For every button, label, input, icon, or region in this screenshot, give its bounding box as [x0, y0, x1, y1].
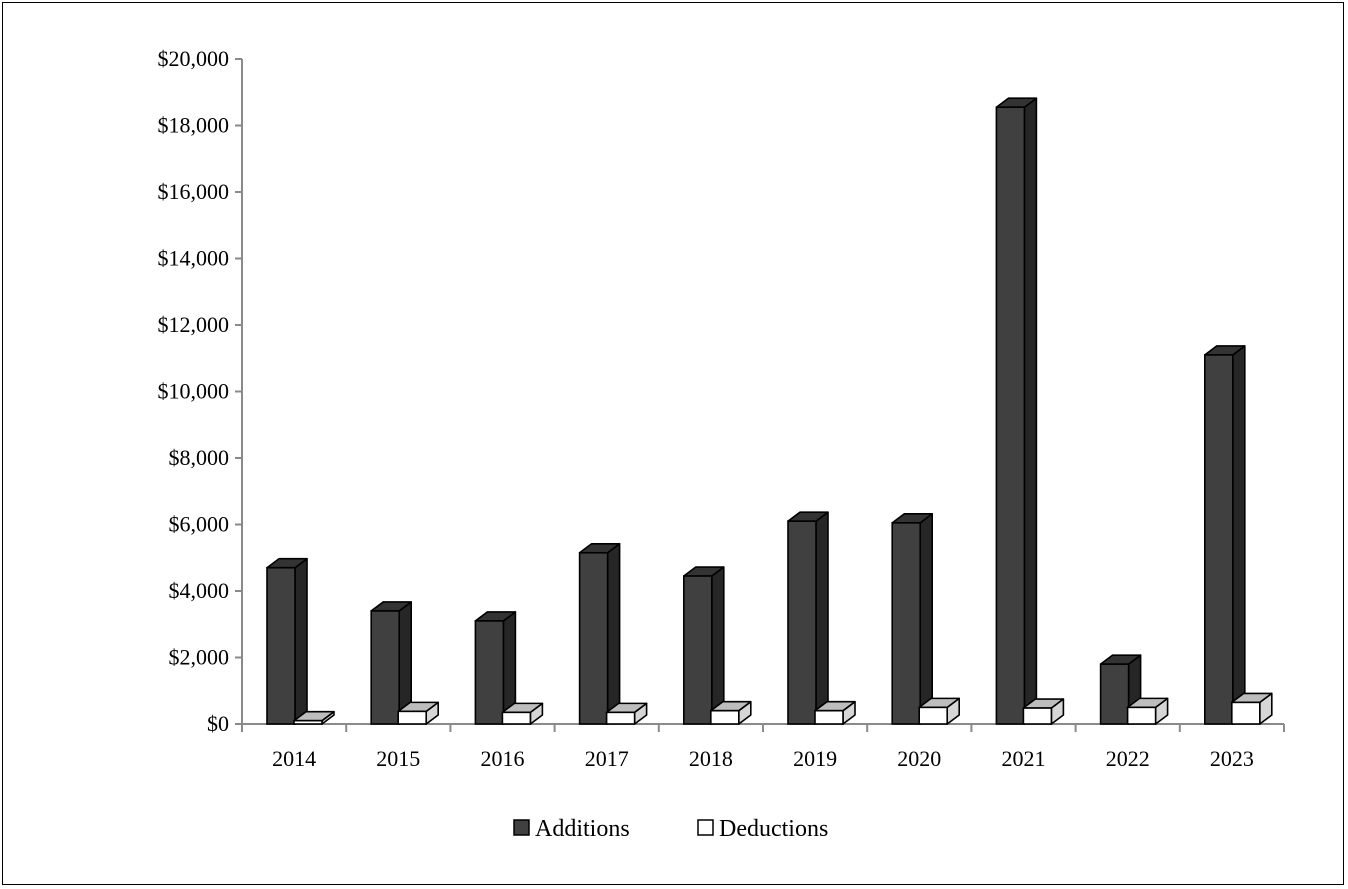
- bar-front: [814, 709, 844, 725]
- bar-front: [1022, 707, 1053, 725]
- x-tick-label: 2022: [1106, 746, 1150, 771]
- chart-axes: $0 $2,000 $4,000 $6,000 $8,000 $10,000 $12,000…: [158, 46, 1285, 771]
- x-tick-label: 2019: [793, 746, 837, 771]
- bar-front: [1231, 701, 1261, 725]
- bar-deductions-2021: [1022, 698, 1065, 725]
- bar-additions-2019: [787, 511, 829, 725]
- y-tick-label: $20,000: [158, 46, 230, 71]
- y-tick-label: $8,000: [169, 445, 230, 470]
- y-tick-label: $0: [207, 711, 229, 736]
- bar-deductions-2014: [293, 710, 335, 725]
- y-tick-label: $4,000: [169, 578, 230, 603]
- bar-front: [266, 566, 296, 725]
- bar-additions-2020: [891, 513, 934, 725]
- x-tick-label: 2015: [376, 746, 420, 771]
- chart-bars: [266, 97, 1273, 725]
- bar-front: [397, 710, 428, 725]
- y-tick-label: $16,000: [158, 179, 230, 204]
- bar-front: [501, 711, 532, 725]
- y-tick-label: $6,000: [169, 512, 230, 537]
- x-tick-label: 2018: [689, 746, 733, 771]
- x-tick-label: 2014: [272, 746, 316, 771]
- bar-deductions-2022: [1126, 697, 1169, 725]
- bar-front: [370, 610, 401, 725]
- bar-front: [1099, 663, 1130, 725]
- bar-additions-2018: [682, 566, 725, 725]
- bar-side: [294, 557, 308, 725]
- bar-additions-2021: [995, 97, 1038, 725]
- x-tick-label: 2021: [1002, 746, 1046, 771]
- x-tick-label: 2023: [1210, 746, 1254, 771]
- y-tick-label: $14,000: [158, 246, 230, 271]
- x-tick-label: 2016: [481, 746, 525, 771]
- bar-deductions-2019: [814, 700, 856, 725]
- legend-swatch-deductions: [697, 819, 714, 836]
- bar-front: [293, 719, 323, 725]
- y-tick-label: $2,000: [169, 645, 230, 670]
- bar-front: [682, 575, 713, 725]
- bar-side: [919, 513, 934, 725]
- bar-additions-2014: [266, 557, 308, 725]
- bar-front: [709, 709, 740, 725]
- bar-front: [1204, 354, 1234, 725]
- y-tick-label: $10,000: [158, 379, 230, 404]
- bar-front: [474, 620, 505, 725]
- bar-additions-2017: [578, 542, 621, 725]
- legend-label-additions: Additions: [535, 816, 630, 842]
- bar-front: [605, 711, 636, 725]
- bar-front: [995, 106, 1026, 725]
- bar-additions-2023: [1204, 345, 1246, 725]
- bar-front: [578, 551, 609, 725]
- y-tick-label: $18,000: [158, 113, 230, 138]
- bar-front: [891, 522, 922, 725]
- y-tick-label: $12,000: [158, 312, 230, 337]
- bar-deductions-2023: [1231, 692, 1273, 725]
- x-tick-label: 2017: [585, 746, 629, 771]
- bar-side: [1023, 97, 1038, 725]
- bar-front: [1126, 706, 1157, 725]
- bar-side: [606, 542, 621, 725]
- bar-side: [1232, 345, 1246, 725]
- bar-front: [787, 520, 817, 725]
- x-tick-label: 2020: [897, 746, 941, 771]
- bar-side: [710, 566, 725, 725]
- bar-deductions-2018: [709, 700, 752, 725]
- bar-deductions-2016: [501, 702, 544, 725]
- bar-front: [918, 706, 949, 725]
- bar-deductions-2020: [918, 697, 961, 725]
- legend-label-deductions: Deductions: [719, 816, 828, 842]
- bar-side: [815, 511, 829, 725]
- chart-legend: Additions Deductions: [513, 816, 828, 842]
- legend-swatch-additions: [513, 819, 530, 836]
- bar-deductions-2017: [605, 702, 648, 725]
- bar-deductions-2015: [397, 701, 440, 725]
